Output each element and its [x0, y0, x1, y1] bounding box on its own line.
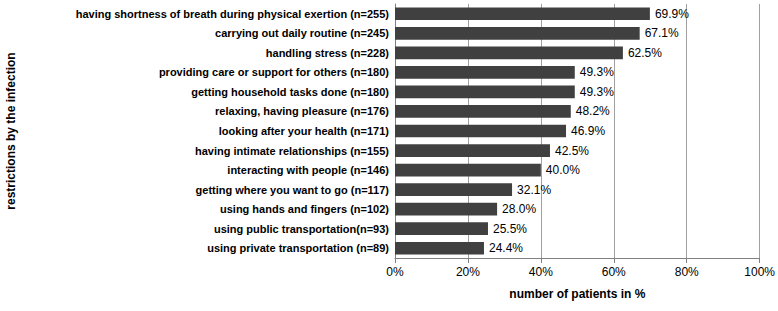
svg-text:60%: 60% [602, 265, 626, 279]
svg-text:0%: 0% [386, 265, 404, 279]
svg-text:40%: 40% [529, 265, 553, 279]
svg-text:46.9%: 46.9% [571, 124, 605, 138]
svg-text:49.3%: 49.3% [580, 65, 614, 79]
svg-text:28.0%: 28.0% [502, 202, 536, 216]
svg-text:80%: 80% [675, 265, 699, 279]
svg-text:relaxing, having pleasure (n=1: relaxing, having pleasure (n=176) [215, 105, 389, 117]
svg-text:24.4%: 24.4% [489, 241, 523, 255]
svg-text:42.5%: 42.5% [555, 144, 589, 158]
svg-text:having shortness of breath dur: having shortness of breath during physic… [76, 8, 390, 20]
svg-text:providing care or support for: providing care or support for others (n=… [159, 66, 389, 78]
svg-text:20%: 20% [456, 265, 480, 279]
svg-text:40.0%: 40.0% [546, 163, 580, 177]
svg-text:62.5%: 62.5% [628, 46, 662, 60]
svg-text:using hands and fingers (n=102: using hands and fingers (n=102) [220, 203, 389, 215]
svg-text:25.5%: 25.5% [493, 222, 527, 236]
svg-text:32.1%: 32.1% [517, 183, 551, 197]
svg-text:getting household tasks done (: getting household tasks done (n=180) [191, 86, 389, 98]
svg-text:69.9%: 69.9% [655, 7, 689, 21]
svg-text:interacting with people (n=146: interacting with people (n=146) [227, 164, 389, 176]
svg-text:having intimate relationships: having intimate relationships (n=155) [195, 145, 389, 157]
svg-text:100%: 100% [744, 265, 775, 279]
svg-text:restrictions by the infection: restrictions by the infection [4, 52, 18, 209]
svg-text:49.3%: 49.3% [580, 85, 614, 99]
svg-text:looking after your health (n=1: looking after your health (n=171) [219, 125, 390, 137]
svg-text:48.2%: 48.2% [576, 104, 610, 118]
svg-text:using private transportation (: using private transportation (n=89) [207, 242, 389, 254]
svg-text:carrying out daily routine (n=: carrying out daily routine (n=245) [215, 27, 389, 39]
svg-text:getting where you want to go (: getting where you want to go (n=117) [196, 184, 390, 196]
svg-text:handling stress (n=228): handling stress (n=228) [266, 47, 390, 59]
svg-text:number of patients in %: number of patients in % [509, 287, 645, 301]
svg-text:67.1%: 67.1% [645, 26, 679, 40]
svg-text:using public transportation(n=: using public transportation(n=93) [214, 223, 389, 235]
